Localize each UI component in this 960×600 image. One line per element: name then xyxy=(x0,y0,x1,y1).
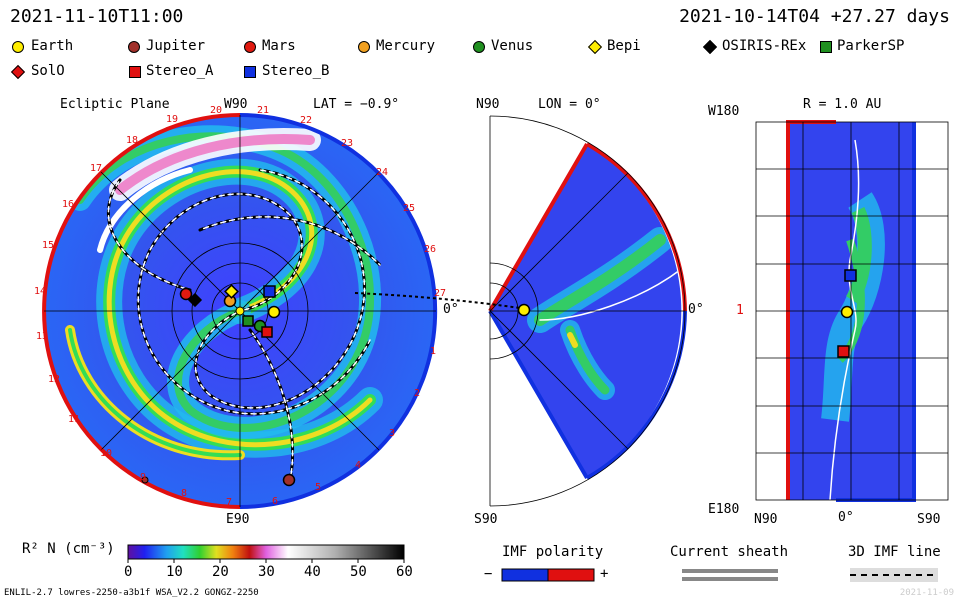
cr-6: 6 xyxy=(272,496,279,507)
colorbar-tick-0: 0 xyxy=(124,564,133,580)
legend-solo: SolO xyxy=(31,63,65,79)
earth-meridional-icon xyxy=(517,303,531,317)
stereo-b-position-icon xyxy=(263,285,276,298)
cr-1: 1 xyxy=(430,346,437,357)
sphere-radius-label: R = 1.0 AU xyxy=(803,97,882,112)
cr-16: 16 xyxy=(62,199,75,210)
venus-marker-icon xyxy=(473,41,485,53)
cr-23: 23 xyxy=(341,138,354,149)
footer-left: ENLIL-2.7 lowres-2250-a3b1f WSA_V2.2 GON… xyxy=(4,588,259,598)
stereo-a-marker-icon xyxy=(129,66,141,78)
sphere-bottom-label: E180 xyxy=(708,502,740,517)
cr-9: 9 xyxy=(140,472,147,483)
imf-positive-swatch xyxy=(547,568,595,582)
legend-osiris-rex: OSIRIS-REx xyxy=(722,38,807,54)
stereo-b-sphere-icon xyxy=(844,269,857,282)
ecliptic-bottom-label: E90 xyxy=(226,512,250,527)
cr-22: 22 xyxy=(300,115,313,126)
cr-10: 10 xyxy=(100,448,113,459)
cr-19: 19 xyxy=(166,114,179,125)
meridional-right-label: 0° xyxy=(688,302,704,317)
cr-25: 25 xyxy=(403,203,416,214)
cr-4: 4 xyxy=(355,460,362,471)
osiris-rex-position-icon xyxy=(187,292,203,308)
cr-8: 8 xyxy=(181,488,188,499)
sphere-x-right: S90 xyxy=(917,512,941,527)
longitude-label: LON = 0° xyxy=(538,97,601,112)
imf-negative-swatch xyxy=(501,568,549,582)
cr-20: 20 xyxy=(210,105,223,116)
cr-2: 2 xyxy=(414,388,421,399)
mercury-marker-icon xyxy=(358,41,370,53)
colorbar-tick-10: 10 xyxy=(166,564,183,580)
model-time: 2021-11-10T11:00 xyxy=(10,6,184,27)
meridional-top-label: N90 xyxy=(476,97,500,112)
colorbar-tick-20: 20 xyxy=(212,564,229,580)
imf-polarity-title: IMF polarity xyxy=(502,544,604,560)
cr-24: 24 xyxy=(376,167,389,178)
cr-15: 15 xyxy=(42,240,55,251)
colorbar-tick-50: 50 xyxy=(350,564,367,580)
legend-parkersp: ParkerSP xyxy=(837,38,905,54)
current-sheath-title: Current sheath xyxy=(670,544,789,560)
legend-earth: Earth xyxy=(31,38,74,54)
bepi-position-icon xyxy=(224,284,239,299)
cr-27: 27 xyxy=(434,288,447,299)
ecliptic-right-label: 0° xyxy=(443,302,459,317)
imf-plus: + xyxy=(600,566,609,582)
parkersp-marker-icon xyxy=(820,41,832,53)
imf-line-title: 3D IMF line xyxy=(848,544,941,560)
ecliptic-plane-plot xyxy=(42,113,438,509)
sphere-x-left: N90 xyxy=(754,512,778,527)
legend-venus: Venus xyxy=(491,38,534,54)
colorbar-tick-30: 30 xyxy=(258,564,275,580)
sphere-mid-label: 1 xyxy=(736,303,744,318)
cr-11: 11 xyxy=(68,414,81,425)
cr-14: 14 xyxy=(34,286,47,297)
colorbar-label: R² N (cm⁻³) xyxy=(22,541,115,557)
sphere-top-label: W180 xyxy=(708,104,740,119)
latitude-label: LAT = −0.9° xyxy=(313,97,400,112)
jupiter-position-icon xyxy=(282,473,296,487)
parker-position-icon xyxy=(242,315,254,327)
imf-minus: − xyxy=(484,566,493,582)
sphere-x-mid: 0° xyxy=(838,510,854,525)
earth-marker-icon xyxy=(12,41,24,53)
legend-stereo-a: Stereo_A xyxy=(146,63,214,79)
stereo-b-marker-icon xyxy=(244,66,256,78)
cr-18: 18 xyxy=(126,135,139,146)
cr-7: 7 xyxy=(226,497,233,508)
cr-26: 26 xyxy=(424,244,437,255)
stereo-a-position-icon xyxy=(261,326,273,338)
colorbar-tick-60: 60 xyxy=(396,564,413,580)
cr-17: 17 xyxy=(90,163,103,174)
cr-21: 21 xyxy=(257,105,270,116)
earth-sphere-icon xyxy=(840,305,854,319)
ecliptic-top-label: W90 xyxy=(224,97,248,112)
mars-position-icon xyxy=(179,287,193,301)
earth-position-icon xyxy=(267,305,281,319)
ecliptic-title: Ecliptic Plane xyxy=(60,97,170,112)
run-info: 2021-10-14T04 +27.27 days xyxy=(679,6,950,27)
stereo-a-sphere-icon xyxy=(837,345,850,358)
cr-12: 12 xyxy=(48,374,61,385)
cr-5: 5 xyxy=(315,482,322,493)
colorbar-tick-40: 40 xyxy=(304,564,321,580)
meridional-plane-plot xyxy=(488,115,687,507)
cr-13: 13 xyxy=(36,331,49,342)
sphere-map-plot xyxy=(755,120,949,502)
footer-right: 2021-11-09 xyxy=(899,588,954,598)
legend-mars: Mars xyxy=(262,38,296,54)
legend-jupiter: Jupiter xyxy=(146,38,206,54)
density-colorbar xyxy=(127,544,405,560)
jupiter-marker-icon xyxy=(128,41,140,53)
cr-3: 3 xyxy=(389,428,396,439)
legend-stereo-b: Stereo_B xyxy=(262,63,330,79)
mars-marker-icon xyxy=(244,41,256,53)
legend-mercury: Mercury xyxy=(376,38,436,54)
legend-bepi: Bepi xyxy=(607,38,641,54)
meridional-bottom-label: S90 xyxy=(474,512,498,527)
